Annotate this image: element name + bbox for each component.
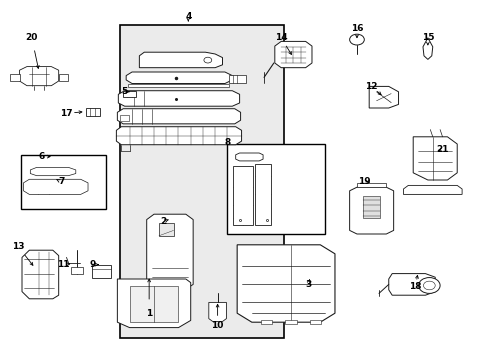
- Circle shape: [203, 57, 211, 63]
- Bar: [227, 144, 325, 234]
- Bar: [309, 320, 321, 324]
- Polygon shape: [116, 127, 241, 145]
- Text: 9: 9: [89, 260, 96, 269]
- Text: 17: 17: [60, 109, 72, 118]
- Text: 2: 2: [161, 217, 166, 226]
- Polygon shape: [146, 214, 193, 289]
- Polygon shape: [255, 164, 271, 225]
- Bar: [92, 265, 111, 278]
- Text: 21: 21: [435, 145, 448, 154]
- Polygon shape: [356, 183, 386, 187]
- Polygon shape: [388, 274, 434, 295]
- Polygon shape: [235, 153, 263, 161]
- Polygon shape: [117, 109, 240, 124]
- Polygon shape: [403, 185, 461, 194]
- Polygon shape: [139, 52, 222, 68]
- Polygon shape: [117, 279, 190, 328]
- Polygon shape: [412, 137, 456, 180]
- Text: 18: 18: [408, 282, 421, 291]
- Bar: [228, 75, 245, 83]
- Text: 14: 14: [274, 33, 287, 42]
- Circle shape: [349, 34, 364, 45]
- Polygon shape: [126, 72, 232, 84]
- Polygon shape: [59, 74, 68, 81]
- Text: 10: 10: [211, 321, 224, 330]
- Bar: [122, 91, 136, 97]
- Polygon shape: [237, 245, 334, 322]
- Text: 5: 5: [122, 87, 127, 96]
- Text: 11: 11: [57, 260, 70, 269]
- Text: 1: 1: [146, 309, 152, 318]
- Polygon shape: [368, 86, 398, 108]
- Polygon shape: [349, 187, 393, 234]
- Polygon shape: [30, 167, 76, 176]
- Bar: [159, 223, 173, 236]
- Polygon shape: [233, 166, 253, 225]
- Polygon shape: [129, 286, 178, 322]
- Text: 8: 8: [224, 138, 230, 147]
- Polygon shape: [208, 302, 226, 321]
- Bar: [120, 25, 283, 338]
- Text: 12: 12: [365, 82, 377, 91]
- Bar: [120, 115, 128, 121]
- Polygon shape: [10, 74, 20, 81]
- Text: 20: 20: [25, 33, 38, 42]
- Polygon shape: [22, 250, 59, 299]
- Polygon shape: [274, 41, 311, 68]
- Polygon shape: [23, 179, 88, 194]
- Polygon shape: [422, 38, 432, 59]
- Circle shape: [418, 278, 439, 293]
- Polygon shape: [20, 67, 59, 86]
- Bar: [362, 196, 380, 218]
- Text: 15: 15: [421, 33, 433, 42]
- Text: 13: 13: [12, 242, 24, 251]
- Text: 6: 6: [39, 152, 44, 161]
- Text: 3: 3: [305, 280, 310, 289]
- Polygon shape: [128, 84, 228, 87]
- Text: 16: 16: [350, 24, 363, 33]
- Circle shape: [423, 281, 434, 290]
- Bar: [71, 267, 83, 274]
- Bar: [285, 320, 296, 324]
- Text: 19: 19: [357, 177, 370, 186]
- Polygon shape: [118, 91, 239, 106]
- Bar: [260, 320, 272, 324]
- Bar: [85, 108, 100, 116]
- Bar: [20, 155, 106, 209]
- Text: 7: 7: [58, 177, 64, 186]
- Text: 4: 4: [184, 12, 191, 21]
